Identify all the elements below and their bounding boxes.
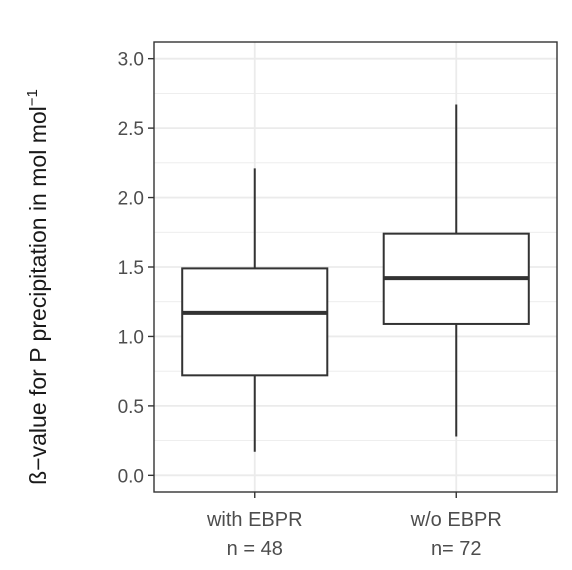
box-1 (181, 168, 329, 452)
y-axis: 0.0 0.5 1.0 1.5 2.0 2.5 3.0 (118, 50, 154, 487)
y-tick-label: 1.5 (118, 258, 144, 279)
y-axis-title-superscript: −1 (24, 89, 41, 106)
x-category-label: with EBPR (206, 509, 303, 531)
y-tick-label: 2.0 (118, 189, 144, 210)
interquartile-box (181, 267, 329, 377)
y-tick-label: 1.0 (118, 327, 144, 348)
y-tick-label: 2.5 (118, 119, 144, 140)
y-axis-title: ß−value for P precipitation in mol mol−1 (24, 89, 51, 485)
box-series (181, 104, 530, 452)
x-axis: with EBPR n = 48 w/o EBPR n= 72 (206, 492, 502, 560)
x-sample-size-label: n= 72 (431, 538, 482, 560)
y-tick-label: 0.5 (118, 397, 144, 418)
y-axis-title-main: ß−value for P precipitation in mol mol (25, 106, 51, 485)
x-sample-size-label: n = 48 (227, 538, 283, 560)
y-tick-label: 0.0 (118, 466, 144, 487)
y-tick-label: 3.0 (118, 50, 144, 71)
x-category-label: w/o EBPR (410, 509, 502, 531)
box-2 (382, 104, 530, 437)
